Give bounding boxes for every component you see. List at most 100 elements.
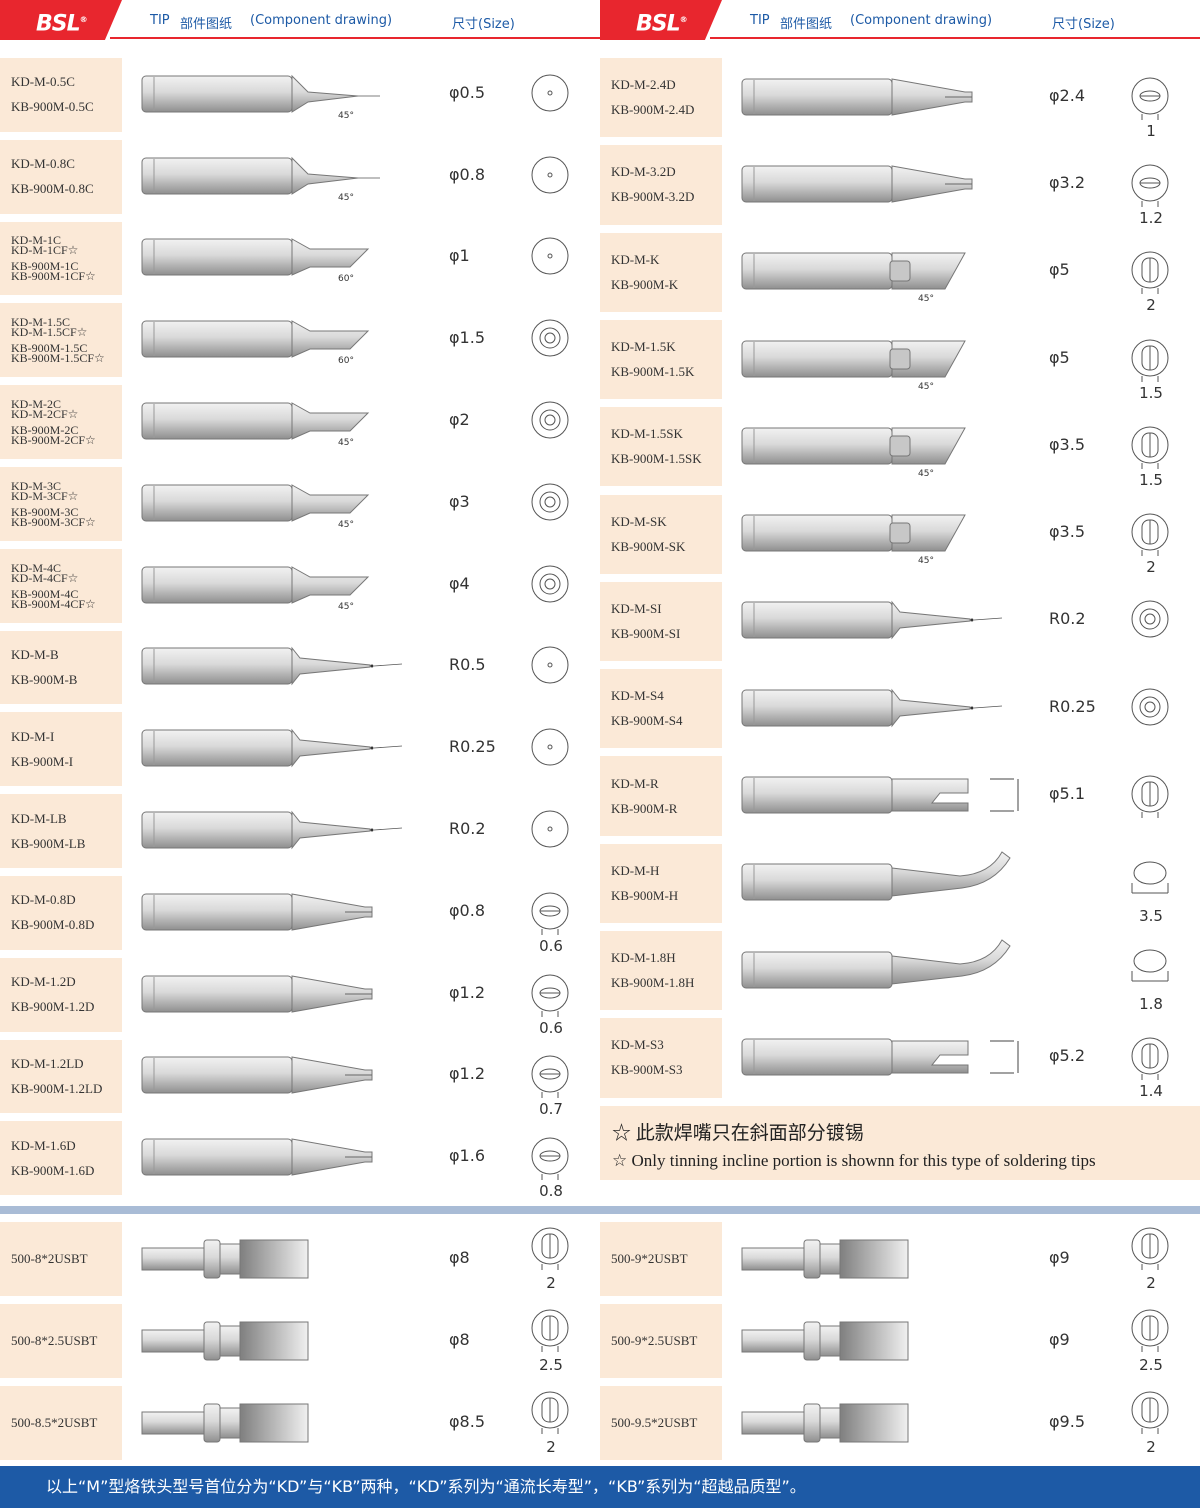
header-rule bbox=[110, 37, 600, 39]
model-label: KD-M-3.2D KB-900M-3.2D bbox=[600, 145, 722, 225]
tip-drawing bbox=[140, 880, 440, 950]
model-label: KD-M-1.5SK KB-900M-1.5SK bbox=[600, 407, 722, 487]
model-code: KD-M-R bbox=[611, 775, 659, 791]
model-label: KD-M-SK KB-900M-SK bbox=[600, 494, 722, 574]
model-code: KB-900M-1.8H bbox=[611, 975, 695, 991]
tip-end-view bbox=[1128, 423, 1172, 475]
usbt-model-label: 500-9*2USBT bbox=[600, 1222, 722, 1296]
tip-drawing: 45° bbox=[740, 239, 1040, 309]
tip-end-view bbox=[528, 234, 572, 286]
model-label: KD-M-1C KD-M-1CF☆ KB-900M-1C KB-900M-1CF☆ bbox=[0, 221, 122, 296]
model-label: KD-M-0.8C KB-900M-0.8C bbox=[0, 139, 122, 214]
tip-end-view bbox=[528, 153, 572, 205]
tip-drawing bbox=[140, 962, 440, 1032]
tip-drawing bbox=[740, 1025, 1040, 1095]
tip-row: KD-M-0.8D KB-900M-0.8D φ0.8 0.6 bbox=[0, 876, 590, 958]
size-value: φ3 bbox=[449, 491, 470, 511]
model-code: KB-900M-LB bbox=[11, 835, 86, 851]
header-right: BSL® TIP 部件图纸 (Component drawing) 尺寸(Siz… bbox=[600, 0, 1200, 40]
model-code: KD-M-3CF☆ bbox=[11, 488, 79, 503]
model-code: KD-M-0.5C bbox=[11, 74, 75, 90]
model-code: KB-900M-1.5C bbox=[11, 341, 88, 356]
angle-label: 45° bbox=[338, 438, 354, 448]
model-code: KD-M-2C bbox=[11, 397, 61, 412]
end-dimension: 1.4 bbox=[1139, 1081, 1163, 1100]
model-code: KB-900M-I bbox=[11, 753, 74, 769]
tip-drawing bbox=[140, 634, 440, 704]
model-code: KD-M-SI bbox=[611, 600, 662, 616]
tip-drawing: 45° bbox=[740, 501, 1040, 571]
angle-label: 45° bbox=[338, 111, 354, 121]
end-dimension: 3.5 bbox=[1139, 907, 1163, 926]
tip-row: KD-M-B KB-900M-B R0.5 bbox=[0, 630, 590, 713]
model-code: KB-900M-0.5C bbox=[11, 99, 94, 115]
usbt-model-label: 500-8.5*2USBT bbox=[0, 1386, 122, 1460]
tip-end-view bbox=[1128, 685, 1172, 737]
model-label: KD-M-1.5C KD-M-1.5CF☆ KB-900M-1.5C KB-900M-… bbox=[0, 303, 122, 378]
size-value: R0.2 bbox=[1049, 609, 1086, 629]
model-code: KD-M-K bbox=[611, 251, 660, 267]
end-dimension: 2 bbox=[1146, 558, 1156, 577]
angle-label: 45° bbox=[918, 469, 934, 479]
tip-row: KD-M-1.5K KB-900M-1.5K 45° φ5 1.5 bbox=[600, 319, 1190, 407]
tip-row: KD-M-2C KD-M-2CF☆ KB-900M-2C KB-900M-2CF☆ 4… bbox=[0, 385, 590, 467]
note-line-cn: ☆ 此款焊嘴只在斜面部分镀锡 bbox=[612, 1123, 864, 1144]
header-component-en: (Component drawing) bbox=[250, 13, 393, 28]
tip-end-view bbox=[1128, 772, 1172, 824]
tip-drawing bbox=[140, 716, 440, 786]
model-label: KD-M-1.2D KB-900M-1.2D bbox=[0, 957, 122, 1032]
tip-end-view bbox=[528, 316, 572, 368]
header-left: BSL® TIP 部件图纸 (Component drawing) 尺寸(Siz… bbox=[0, 0, 600, 40]
model-code: KB-900M-B bbox=[11, 671, 78, 687]
model-code: KD-M-S4 bbox=[611, 688, 664, 704]
model-code: 500-9*2.5USBT bbox=[611, 1333, 698, 1348]
tip-row: KD-M-3C KD-M-3CF☆ KB-900M-3C KB-900M-3CF☆ 4… bbox=[0, 467, 590, 549]
model-label: KD-M-3C KD-M-3CF☆ KB-900M-3C KB-900M-3CF☆ bbox=[0, 467, 122, 541]
model-code: KD-M-4CF☆ bbox=[11, 570, 79, 585]
tip-end-view bbox=[1128, 248, 1172, 300]
end-dimension: 1.5 bbox=[1139, 383, 1163, 402]
size-value: φ8.5 bbox=[449, 1412, 485, 1431]
model-label: KD-M-S3 KB-900M-S3 bbox=[600, 1018, 722, 1098]
model-label: KD-M-4C KD-M-4CF☆ KB-900M-4C KB-900M-4CF☆ bbox=[0, 548, 122, 623]
size-value: φ1.5 bbox=[449, 328, 485, 348]
tip-drawing bbox=[740, 763, 1040, 833]
end-dimension: 2.5 bbox=[539, 1356, 563, 1374]
size-value: φ1.6 bbox=[449, 1146, 485, 1166]
bsl-logo: BSL® bbox=[0, 0, 122, 40]
model-code: KD-M-B bbox=[11, 646, 59, 662]
tip-end-view bbox=[528, 71, 572, 123]
tip-end-view bbox=[528, 1052, 572, 1104]
tip-row: KD-M-I KB-900M-I R0.25 bbox=[0, 712, 590, 794]
tip-drawing: 60° bbox=[140, 225, 440, 295]
model-label: KD-M-1.5K KB-900M-1.5K bbox=[600, 319, 722, 400]
model-code: KD-M-0.8D bbox=[11, 892, 76, 908]
model-code: 500-9.5*2USBT bbox=[611, 1415, 698, 1430]
tip-end-view bbox=[528, 807, 572, 859]
model-label: KD-M-1.6D KB-900M-1.6D bbox=[0, 1121, 122, 1196]
model-code: KD-M-1.5SK bbox=[611, 426, 683, 442]
angle-label: 45° bbox=[918, 294, 934, 304]
tip-row: KD-M-4C KD-M-4CF☆ KB-900M-4C KB-900M-4CF☆ 4… bbox=[0, 548, 590, 631]
size-value: φ9 bbox=[1049, 1330, 1070, 1349]
usbt-drawing bbox=[140, 1390, 440, 1460]
model-code: KB-900M-1.2LD bbox=[11, 1080, 103, 1096]
model-label: KD-M-H KB-900M-H bbox=[600, 843, 722, 923]
tip-end-view bbox=[528, 725, 572, 777]
model-code: KD-M-3.2D bbox=[611, 164, 676, 180]
tip-row: KD-M-3.2D KB-900M-3.2D φ3.2 1.2 bbox=[600, 145, 1190, 232]
size-value: φ9.5 bbox=[1049, 1412, 1085, 1431]
tip-end-view bbox=[1128, 161, 1172, 213]
usbt-row: 500-8.5*2USBT φ8.5 2 bbox=[0, 1386, 590, 1468]
angle-label: 45° bbox=[338, 520, 354, 530]
tip-drawing bbox=[140, 798, 440, 868]
usbt-drawing bbox=[740, 1226, 1040, 1296]
usbt-model-label: 500-8*2USBT bbox=[0, 1222, 122, 1296]
model-code: KD-M-1CF☆ bbox=[11, 243, 79, 258]
model-code: KB-900M-2CF☆ bbox=[11, 433, 96, 448]
bsl-logo: BSL® bbox=[600, 0, 722, 40]
tip-end-view bbox=[1128, 74, 1172, 126]
tip-drawing bbox=[740, 152, 1040, 222]
tip-row: KD-M-1C KD-M-1CF☆ KB-900M-1C KB-900M-1CF☆ 6… bbox=[0, 221, 590, 304]
tip-end-view bbox=[1128, 597, 1172, 649]
